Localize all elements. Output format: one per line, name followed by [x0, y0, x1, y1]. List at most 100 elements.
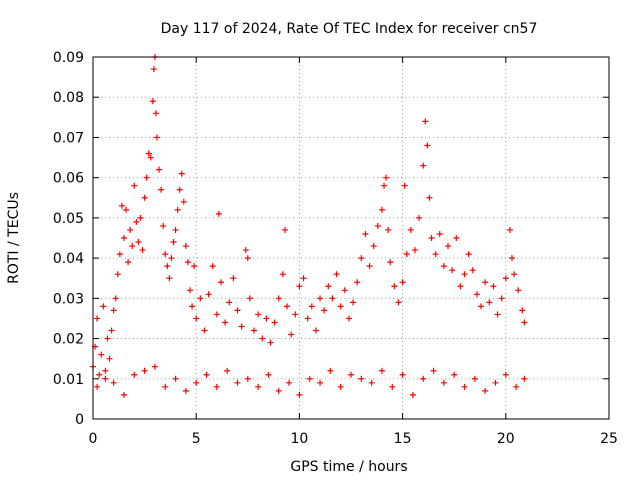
data-point [296, 283, 303, 290]
data-point [160, 222, 167, 229]
data-point [242, 247, 249, 254]
data-point [230, 275, 237, 282]
data-point [205, 291, 212, 298]
data-point [502, 371, 509, 378]
data-point [193, 315, 200, 322]
data-point [451, 371, 458, 378]
data-point [478, 303, 485, 310]
data-point [387, 259, 394, 266]
data-point [127, 226, 134, 233]
data-point [166, 275, 173, 282]
x-tick-label: 20 [497, 431, 515, 447]
data-point [102, 375, 109, 382]
y-tick-label: 0.01 [53, 372, 84, 388]
data-point [265, 371, 272, 378]
data-point [108, 327, 115, 334]
data-point [164, 263, 171, 270]
data-point [182, 243, 189, 250]
data-point [457, 283, 464, 290]
data-point [292, 311, 299, 318]
chart-title: Day 117 of 2024, Rate Of TEC Index for r… [161, 21, 538, 37]
y-axis-label: ROTI / TECUs [6, 192, 22, 284]
data-point [120, 391, 127, 398]
data-point [426, 194, 433, 201]
data-point [275, 387, 282, 394]
data-point [461, 271, 468, 278]
x-axis-label: GPS time / hours [290, 459, 407, 475]
data-point [440, 263, 447, 270]
data-point [172, 226, 179, 233]
data-point [304, 315, 311, 322]
data-point [145, 150, 152, 157]
data-point [494, 311, 501, 318]
data-point [440, 379, 447, 386]
data-point [391, 283, 398, 290]
plot-frame [92, 56, 610, 420]
data-point [271, 319, 278, 326]
data-point [445, 243, 452, 250]
data-point [403, 251, 410, 258]
data-point [411, 247, 418, 254]
x-tick-label: 15 [394, 431, 412, 447]
y-tick-label: 0.06 [53, 171, 84, 187]
data-point [133, 218, 140, 225]
data-point [306, 375, 313, 382]
data-point [98, 351, 105, 358]
data-point [358, 375, 365, 382]
data-point [401, 182, 408, 189]
data-point [286, 379, 293, 386]
data-point [217, 279, 224, 286]
data-point [106, 355, 113, 362]
grid-lines [93, 57, 609, 419]
data-point [358, 255, 365, 262]
data-point [473, 291, 480, 298]
data-point [399, 371, 406, 378]
data-point [492, 379, 499, 386]
y-tick-label: 0.02 [53, 332, 84, 348]
data-point [184, 259, 191, 266]
data-point [116, 251, 123, 258]
data-point [449, 267, 456, 274]
data-point [197, 295, 204, 302]
data-point [178, 170, 185, 177]
data-point [370, 243, 377, 250]
data-point [317, 295, 324, 302]
data-point [348, 371, 354, 378]
data-point [288, 331, 295, 338]
data-point [378, 206, 385, 213]
data-point [508, 255, 515, 262]
data-point [368, 379, 375, 386]
data-point [135, 239, 142, 246]
data-point [102, 367, 109, 374]
data-point [374, 222, 381, 229]
data-point [141, 367, 148, 374]
x-tick-label: 5 [192, 431, 201, 447]
data-point [176, 186, 183, 193]
data-point [149, 98, 156, 105]
data-point [213, 383, 220, 390]
data-point [519, 307, 526, 314]
data-point [321, 307, 328, 314]
data-point [385, 226, 392, 233]
data-point [281, 226, 288, 233]
data-point [430, 367, 437, 374]
data-point [222, 319, 229, 326]
data-point [123, 206, 130, 213]
data-point [110, 307, 117, 314]
data-point [267, 339, 274, 346]
data-point [94, 383, 101, 390]
data-point [424, 142, 431, 149]
data-point [137, 214, 144, 221]
data-point [131, 182, 138, 189]
data-point [100, 303, 107, 310]
data-point [378, 367, 385, 374]
data-point [238, 323, 245, 330]
x-tick-label: 0 [89, 431, 98, 447]
data-point [125, 259, 132, 266]
data-point [201, 327, 208, 334]
data-point [120, 235, 127, 241]
data-point [244, 375, 251, 382]
data-point [465, 251, 472, 258]
data-point [432, 251, 439, 258]
data-point [329, 295, 336, 302]
